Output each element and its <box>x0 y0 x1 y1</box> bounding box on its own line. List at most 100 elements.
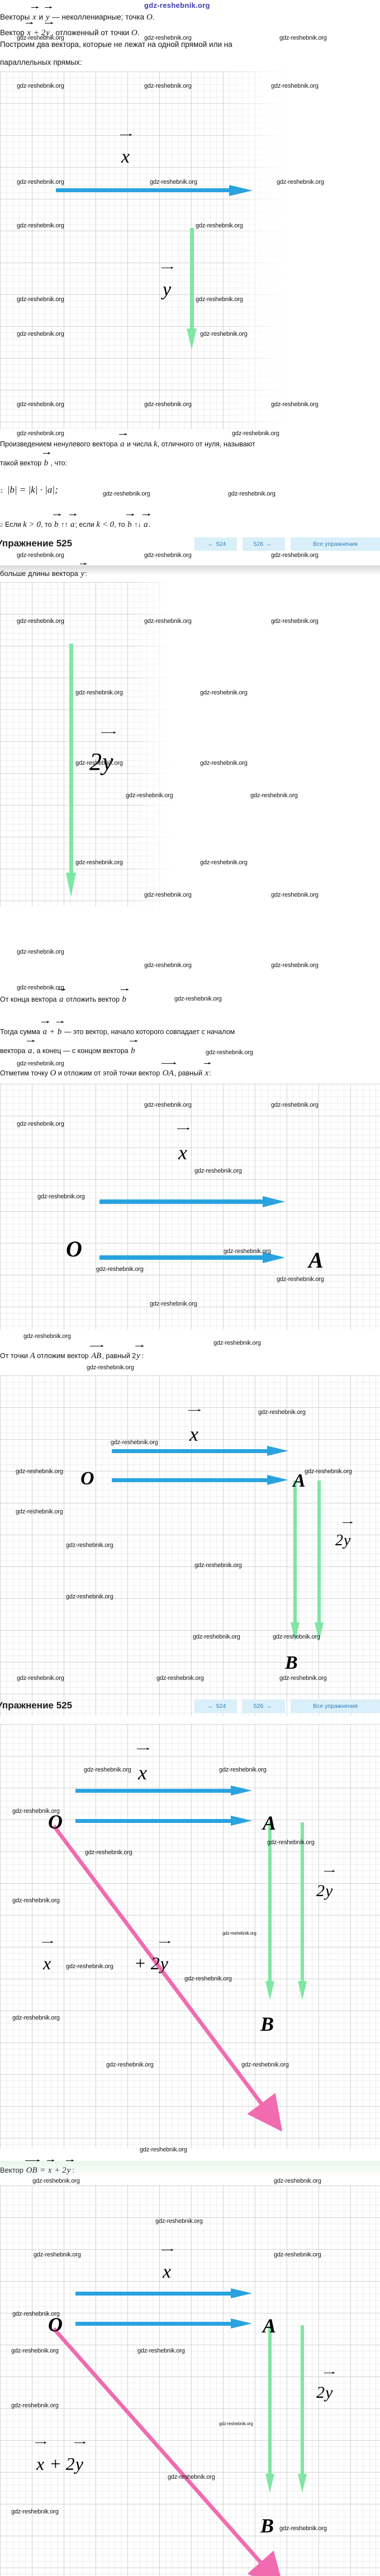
vector-b-3: b <box>126 514 134 529</box>
vector-arrow-2y-side-2 <box>296 1822 310 2007</box>
vector-arrow-AB <box>289 1480 302 1648</box>
longer-line: больше длины вектора y: <box>0 563 87 579</box>
next-exercise-button[interactable]: 526 → <box>243 537 285 551</box>
definition-line-1: Произведением ненулевого вектора a и чис… <box>0 434 255 450</box>
arrow-right-icon: → <box>265 541 272 547</box>
arrow-right-icon: → <box>265 1703 272 1710</box>
vector-b-4: b <box>121 989 129 1004</box>
watermark: gdz-reshebnik.org <box>200 760 248 766</box>
vector-y-inline-3: y <box>79 563 87 578</box>
figure-grid-sum <box>0 1724 380 2149</box>
exercise-title: Упражнение 525 <box>0 538 73 549</box>
vector-arrow-x-5 <box>75 2288 260 2299</box>
watermark: gdz-reshebnik.org <box>17 949 64 955</box>
sum-line-1: От конца вектора a отложить вектор b <box>0 989 129 1005</box>
point-O-2: O <box>50 1069 56 1078</box>
figure-label-2y-3: 2y <box>316 1871 335 1900</box>
vector-arrow-sum-diagonal-2 <box>52 2327 284 2576</box>
intro-text-b: — неколлениарные; точка <box>52 13 145 21</box>
sum-line-2: Тогда сумма a + b — это вектор, начало к… <box>0 1021 235 1037</box>
watermark: gdz-reshebnik.org <box>144 552 192 559</box>
figure-label-2y-2: 2y <box>335 1522 353 1549</box>
vector-AB-inline: AB <box>90 1345 104 1360</box>
vector-arrow-x <box>56 184 257 197</box>
vector-x-inline-2: x <box>26 22 33 37</box>
definition-text-c: , отличного от нуля, называют <box>157 440 255 448</box>
figure-grid-2y <box>0 582 201 906</box>
vector-a-3: a <box>142 514 150 529</box>
sum2-text-a: Тогда сумма <box>0 1028 40 1036</box>
coefficient-2: 2 <box>89 748 102 775</box>
vector-y-inline-6: y <box>65 2160 74 2176</box>
watermark: gdz-reshebnik.org <box>271 962 319 969</box>
oa-text-a: Отметим точку <box>0 1069 48 1077</box>
vector-x-inline: x <box>31 7 39 22</box>
figure-point-B-3: B <box>260 2515 274 2537</box>
figure-label-x: x <box>120 134 132 167</box>
figure-point-O-2: O <box>80 1468 94 1489</box>
figure-point-A-2: A <box>293 1470 306 1491</box>
intro-text-a: Векторы <box>0 13 30 21</box>
sum3-text-a: вектора <box>0 1047 26 1055</box>
section-divider <box>0 565 380 575</box>
definition-item-2-d: , то <box>114 521 125 528</box>
definition-item-1: 1 |b| = |k| · |a|; <box>0 484 58 496</box>
figure-point-O: O <box>66 1236 82 1261</box>
longer-colon: : <box>85 569 87 578</box>
vector-arrow-AB-3 <box>264 2325 277 2498</box>
vector-arrow-2y <box>64 644 79 906</box>
definition-item-2-e: . <box>148 521 151 528</box>
watermark: gdz-reshebnik.org <box>32 2178 80 2184</box>
vector-b-2: b <box>53 514 60 529</box>
oa-text-c: , равный <box>174 1069 203 1077</box>
ob-line: Вектор OB = x + 2y: <box>0 2160 74 2176</box>
codirect-symbol: ↑↑ <box>61 521 68 528</box>
point-O-inline: O <box>146 13 153 22</box>
vector-y-inline: y <box>44 7 52 22</box>
ob-section-highlight <box>0 2161 380 2178</box>
exercise-title-2: Упражнение 525 <box>0 1700 73 1711</box>
watermark: gdz-reshebnik.org <box>200 859 248 866</box>
sum-y-glyph: y <box>159 1942 171 1973</box>
next-exercise-button-2[interactable]: 526 → <box>243 1699 285 1713</box>
vector-arrow-x-3 <box>112 1446 296 1457</box>
definition-text-b: и числа <box>127 440 152 448</box>
vector-a-6: a <box>27 1040 34 1055</box>
all-exercises-button-2[interactable]: Все упражнения <box>291 1699 380 1713</box>
definition2-text-a: такой вектор <box>0 459 42 467</box>
all-exercises-label-2: Все упражнения <box>313 1703 358 1710</box>
figure-point-O-4: O <box>48 2313 63 2336</box>
vector-arrow-x-4 <box>75 1785 260 1797</box>
watermark: gdz-reshebnik.org <box>17 1060 64 1067</box>
vector-y-inline-2: y <box>45 22 53 39</box>
figure-label-x-3: x <box>188 1410 201 1445</box>
intro-line-4: параллельных прямых: <box>0 58 82 66</box>
plus-sign: + <box>49 1027 55 1036</box>
definition-item-1-formula: |b| = |k| · |a|; <box>7 484 58 495</box>
all-exercises-button[interactable]: Все упражнения <box>291 537 380 551</box>
watermark: gdz-reshebnik.org <box>206 1049 253 1056</box>
watermark: gdz-reshebnik.org <box>232 430 279 437</box>
figure-point-A-3: A <box>263 1812 277 1834</box>
vector-arrow-y <box>186 228 200 350</box>
k-positive: k > 0 <box>23 520 41 529</box>
definition-item-2-a: Если <box>5 521 21 528</box>
vector-y-inline-5: y <box>135 1345 144 1361</box>
watermark: gdz-reshebnik.org <box>228 491 276 497</box>
vector-arrow-AB-2 <box>264 1822 277 2007</box>
vector-y-glyph: y <box>101 732 116 775</box>
prev-exercise-button[interactable]: ← 524 <box>194 537 237 551</box>
ob-colon: : <box>72 2166 74 2174</box>
watermark: gdz-reshebnik.org <box>279 35 327 41</box>
vector-arrow-OA-4 <box>75 2318 260 2330</box>
ab-text-b: отложим вектор <box>37 1352 89 1360</box>
prev-exercise-button-2[interactable]: ← 524 <box>194 1699 237 1713</box>
vector-a-5: a <box>41 1021 49 1036</box>
sum-text-a: От конца вектора <box>0 996 57 1003</box>
oa-text-b: и отложим от этой точки вектор <box>58 1069 160 1077</box>
watermark: gdz-reshebnik.org <box>17 430 64 437</box>
next-exercise-label-2: 526 <box>253 1703 264 1710</box>
figure-label-sum-tail: + 2y <box>134 1942 171 1974</box>
intro-dot: . <box>152 13 155 21</box>
figure-point-A-4: A <box>263 2315 277 2337</box>
